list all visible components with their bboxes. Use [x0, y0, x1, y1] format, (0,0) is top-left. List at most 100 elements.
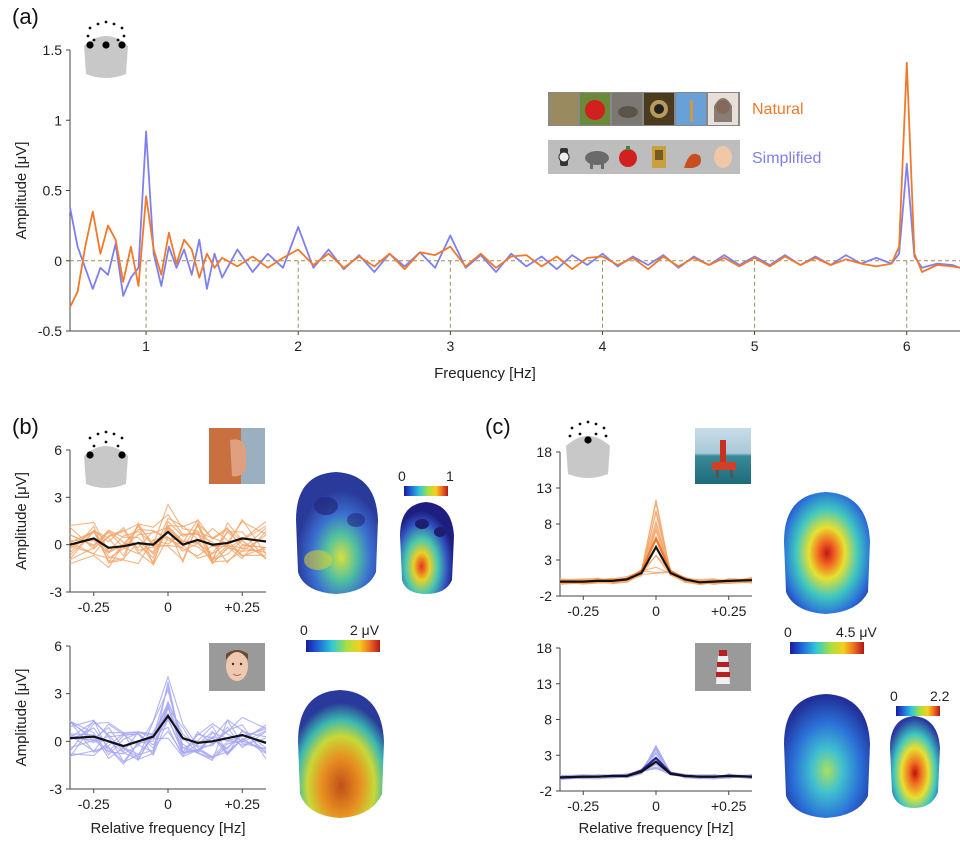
individual-trace — [69, 520, 267, 566]
y-tick-label: 18 — [536, 444, 552, 460]
y-tick-label: 8 — [544, 516, 552, 532]
colorbar-min: 0 — [398, 468, 406, 484]
colorbar-c-main: 0 4.5 μV — [784, 624, 877, 654]
offshore-platform-photo-icon — [695, 428, 751, 484]
individual-trace — [69, 707, 267, 754]
colorbar-min: 0 — [784, 624, 792, 640]
scalp-topography-icon — [400, 502, 454, 594]
scalp-topography-icon — [890, 716, 940, 808]
simplified-face-icon — [209, 643, 265, 691]
grand-mean-trace — [559, 760, 753, 779]
colorbar-min: 0 — [300, 622, 308, 638]
individual-trace — [69, 702, 267, 763]
scalp-topography-icon — [784, 492, 870, 614]
individual-trace — [69, 517, 267, 565]
y-tick-label: 13 — [536, 676, 552, 692]
legend-simplified-label: Simplified — [752, 150, 821, 167]
colorbar-b-main: 0 2 μV — [300, 622, 380, 652]
chart-c-top-axes: 18 13 8 3 -2 -0.25 0 +0.25 — [536, 444, 752, 619]
individual-trace — [559, 502, 753, 584]
individual-trace — [69, 527, 267, 556]
y-axis-label: Amplitude [μV] — [13, 669, 30, 767]
y-tick-label: 0.5 — [43, 183, 63, 199]
legend-natural-label: Natural — [752, 101, 804, 118]
y-tick-label: 18 — [536, 640, 552, 656]
individual-trace — [69, 700, 267, 763]
woman-profile-photo-icon — [209, 428, 265, 484]
y-axis-label: Amplitude [μV] — [13, 472, 30, 570]
y-tick-label: 8 — [544, 712, 552, 728]
x-tick-label: 1 — [142, 338, 150, 354]
x-axis-label: Relative frequency [Hz] — [90, 820, 245, 837]
y-tick-label: 6 — [54, 442, 62, 458]
colorbar-min: 0 — [890, 688, 898, 704]
colorbar-b-small: 0 1 — [398, 468, 454, 496]
y-tick-label: 0 — [54, 253, 62, 269]
colorbar-c-small: 0 2.2 — [890, 688, 950, 716]
y-tick-label: 1 — [54, 112, 62, 128]
x-tick-label: 6 — [903, 338, 911, 354]
y-tick-label: -3 — [50, 781, 63, 797]
individual-trace — [69, 684, 267, 760]
y-tick-label: 3 — [544, 552, 552, 568]
individual-trace — [69, 688, 267, 760]
grand-mean-trace — [69, 530, 267, 549]
y-tick-label: 3 — [54, 489, 62, 505]
individual-trace — [559, 545, 753, 585]
x-tick-label: 0 — [652, 603, 660, 619]
panel-label-a: (a) — [12, 4, 39, 29]
electrode-montage-icon — [84, 20, 128, 78]
panel-label-b: (b) — [12, 414, 39, 439]
y-tick-label: -2 — [540, 783, 553, 799]
chart-b-top-axes: 6 3 0 -3 -0.25 0 +0.25 — [50, 442, 266, 615]
natural-image-strip — [548, 92, 740, 126]
x-tick-label: +0.25 — [225, 599, 261, 615]
chart-b-bottom-axes: 6 3 0 -3 -0.25 0 +0.25 — [50, 638, 266, 812]
electrode-montage-icon — [84, 430, 128, 488]
x-tick-label: +0.25 — [711, 603, 747, 619]
individual-trace — [69, 526, 267, 561]
individual-trace — [69, 724, 267, 765]
grand-mean-trace — [560, 544, 753, 584]
y-tick-label: 13 — [536, 480, 552, 496]
series-line-simplified — [69, 130, 960, 297]
x-tick-label: +0.25 — [711, 798, 747, 814]
y-tick-label: -0.5 — [38, 323, 62, 339]
simplified-image-strip — [548, 140, 740, 174]
scalp-topography-icon — [298, 690, 384, 818]
charts: -0.5 0 0.5 1 1.5 1 2 3 4 5 6 Frequency [Hz] Amplitud… — [13, 42, 960, 837]
x-tick-label: -0.25 — [567, 798, 599, 814]
x-tick-label: 3 — [446, 338, 454, 354]
legend: Natural Simplified — [548, 92, 821, 174]
individual-trace — [69, 525, 267, 553]
y-tick-label: 1.5 — [43, 42, 63, 58]
chart-c-top-individual-traces — [559, 499, 753, 586]
panel-label-c: (c) — [485, 414, 511, 439]
individual-trace — [559, 522, 752, 584]
colorbar-max: 1 — [446, 468, 454, 484]
individual-trace — [69, 717, 267, 759]
x-axis-label: Relative frequency [Hz] — [578, 820, 733, 837]
individual-trace — [69, 503, 267, 565]
individual-trace — [69, 521, 267, 567]
x-tick-label: -0.25 — [78, 599, 110, 615]
colorbar-max: 4.5 μV — [836, 624, 877, 640]
x-tick-label: 0 — [164, 599, 172, 615]
colorbar-max: 2 μV — [350, 622, 380, 638]
lighthouse-icon — [695, 643, 751, 691]
scalp-topography-icon — [784, 694, 870, 818]
chart-a-axes: -0.5 0 0.5 1 1.5 1 2 3 4 5 6 — [38, 42, 960, 354]
chart-c-bottom-axes: 18 13 8 3 -2 -0.25 0 +0.25 — [536, 640, 752, 814]
x-tick-label: 4 — [599, 338, 607, 354]
x-tick-label: 0 — [164, 796, 172, 812]
x-axis-label: Frequency [Hz] — [434, 365, 536, 382]
individual-trace — [559, 545, 753, 585]
y-tick-label: 3 — [54, 686, 62, 702]
y-tick-label: 3 — [544, 747, 552, 763]
individual-trace — [69, 675, 267, 755]
electrode-montage-icon — [566, 420, 610, 478]
scalp-topography-icon — [296, 472, 378, 594]
individual-trace — [69, 513, 267, 564]
x-tick-label: +0.25 — [225, 796, 261, 812]
